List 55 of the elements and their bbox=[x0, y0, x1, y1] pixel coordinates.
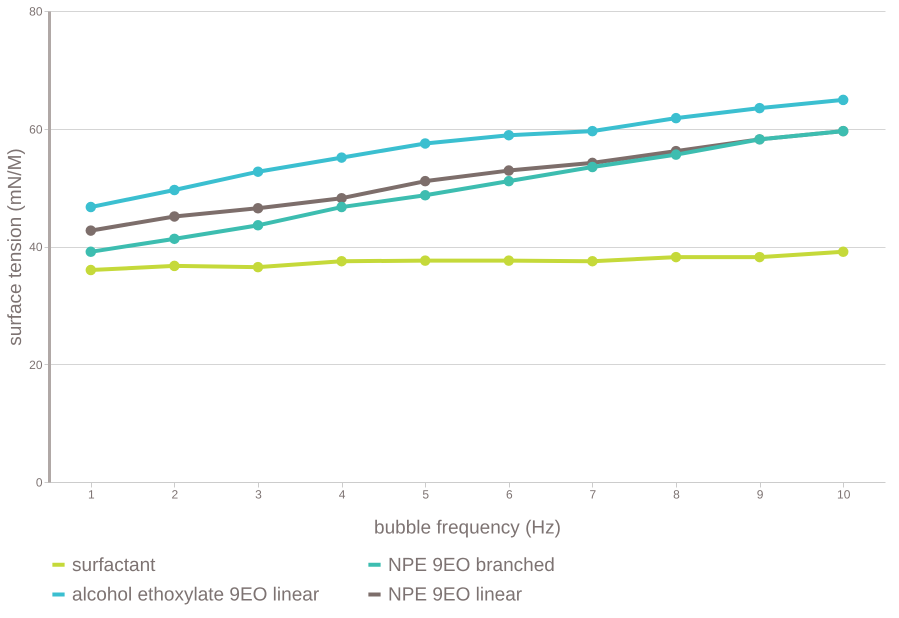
point bbox=[420, 255, 430, 266]
x-tick-label: 1 bbox=[88, 488, 95, 502]
point bbox=[504, 165, 514, 176]
point bbox=[504, 176, 514, 186]
point bbox=[504, 130, 514, 140]
x-tick-label: 10 bbox=[837, 488, 851, 502]
point bbox=[670, 112, 682, 124]
point bbox=[252, 166, 264, 177]
point bbox=[587, 162, 598, 172]
x-tick-label: 3 bbox=[255, 488, 262, 502]
point bbox=[670, 149, 682, 160]
point bbox=[169, 211, 180, 222]
x-tick-label: 2 bbox=[172, 488, 179, 502]
point bbox=[86, 225, 96, 236]
point bbox=[670, 252, 682, 262]
point bbox=[252, 262, 264, 272]
legend-label: NPE 9EO branched bbox=[388, 554, 555, 576]
point bbox=[504, 255, 514, 266]
y-tick-label: 0 bbox=[36, 476, 43, 490]
point bbox=[252, 203, 264, 214]
y-tick-label: 20 bbox=[29, 358, 43, 372]
point bbox=[169, 184, 180, 196]
y-tick-label: 40 bbox=[29, 240, 43, 254]
y-axis-title: surface tension (mN/M) bbox=[5, 148, 26, 346]
point bbox=[169, 234, 180, 244]
point bbox=[838, 94, 848, 106]
point bbox=[336, 152, 347, 163]
x-tick-label: 4 bbox=[338, 488, 346, 502]
point bbox=[86, 246, 96, 258]
point bbox=[252, 220, 264, 231]
point bbox=[420, 138, 430, 149]
point bbox=[86, 264, 96, 276]
point bbox=[754, 102, 765, 114]
point bbox=[838, 246, 848, 258]
x-tick-label: 6 bbox=[506, 488, 513, 502]
point bbox=[587, 126, 598, 136]
legend-label: alcohol ethoxylate 9EO linear bbox=[72, 584, 320, 606]
point bbox=[420, 176, 430, 186]
y-tick-label: 80 bbox=[29, 4, 43, 18]
x-tick-label: 7 bbox=[590, 488, 597, 502]
point bbox=[420, 190, 430, 201]
legend-label: surfactant bbox=[72, 554, 156, 576]
legend-label: NPE 9EO linear bbox=[388, 584, 523, 606]
x-tick-label: 8 bbox=[673, 488, 680, 502]
point bbox=[86, 202, 96, 212]
point bbox=[169, 260, 180, 272]
y-tick-label: 60 bbox=[29, 122, 43, 136]
x-tick-label: 5 bbox=[422, 488, 430, 502]
point bbox=[754, 252, 765, 262]
point bbox=[336, 256, 347, 266]
point bbox=[587, 256, 598, 266]
x-axis-title: bubble frequency (Hz) bbox=[374, 518, 561, 538]
x-tick-label: 9 bbox=[756, 488, 764, 502]
point bbox=[336, 202, 347, 212]
point bbox=[336, 192, 347, 204]
